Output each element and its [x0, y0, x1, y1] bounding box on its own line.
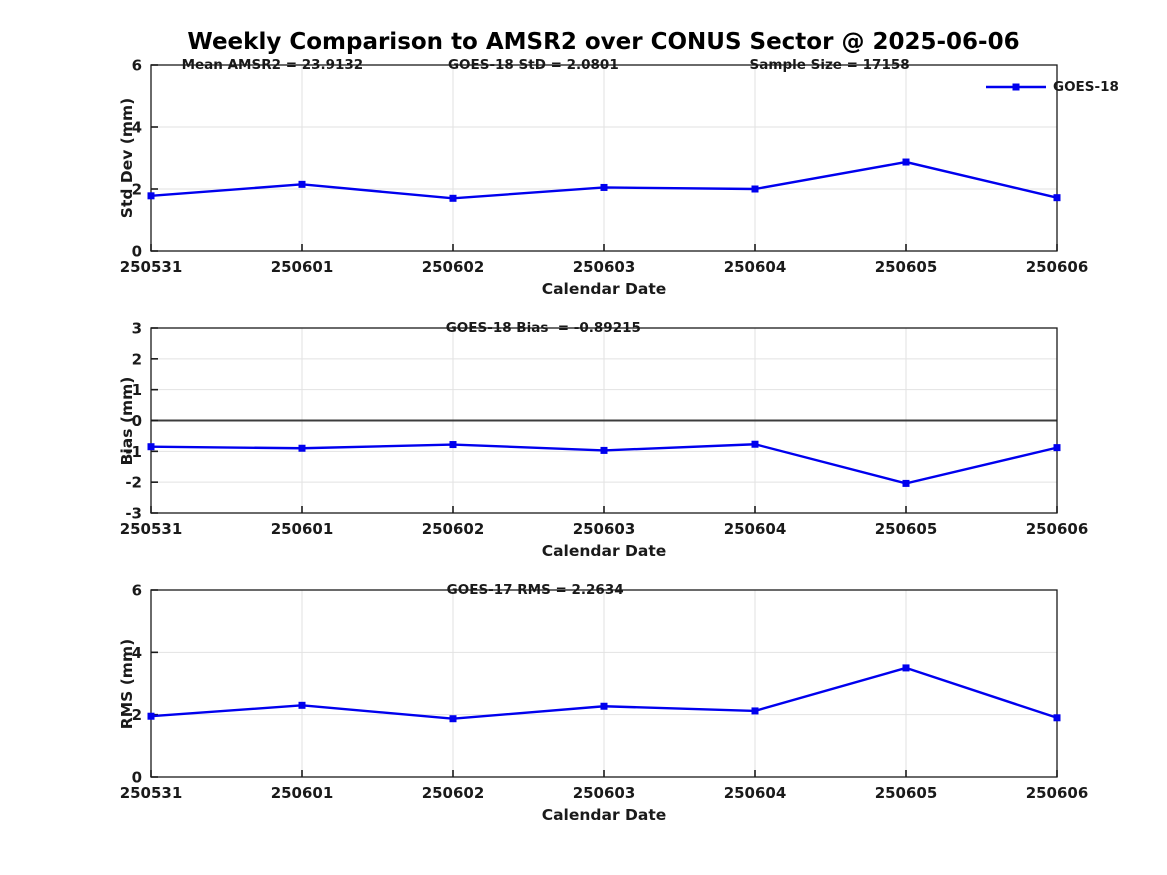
x-tick-label: 250601 — [271, 784, 334, 802]
x-tick-label: 250602 — [422, 258, 485, 276]
legend-line-marker-icon — [986, 83, 1046, 91]
x-tick-label: 250606 — [1026, 784, 1089, 802]
x-tick-label: 250603 — [573, 520, 636, 538]
x-tick-label: 250604 — [724, 784, 787, 802]
x-axis-label-calendar-date: Calendar Date — [541, 806, 667, 824]
x-tick-label: 250602 — [422, 520, 485, 538]
x-tick-label: 250606 — [1026, 520, 1089, 538]
x-tick-label: 250605 — [875, 258, 938, 276]
data-point-marker — [1053, 194, 1061, 202]
chart-annotation: GOES-18 Bias = -0.89215 — [445, 320, 641, 336]
y-tick-label: 2 — [132, 706, 142, 724]
y-tick-label: 1 — [132, 381, 142, 399]
data-point-marker — [449, 441, 457, 449]
y-tick-label: 0 — [132, 412, 142, 430]
y-tick-label: 4 — [132, 644, 142, 662]
chart-annotation: GOES-18 StD = 2.0801 — [447, 57, 619, 73]
y-tick-label: 6 — [132, 582, 142, 600]
x-tick-label: 250604 — [724, 520, 787, 538]
data-point-marker — [147, 712, 155, 720]
data-point-marker — [298, 444, 306, 452]
x-axis-label-calendar-date: Calendar Date — [541, 280, 667, 298]
x-tick-label: 250531 — [120, 258, 183, 276]
y-tick-label: 4 — [132, 119, 142, 137]
y-axis-label-rms: RMS (mm) — [118, 638, 136, 729]
data-point-marker — [751, 185, 759, 193]
figure-title: Weekly Comparison to AMSR2 over CONUS Se… — [187, 29, 1020, 55]
data-point-marker — [751, 440, 759, 448]
x-tick-label: 250603 — [573, 258, 636, 276]
y-tick-label: -1 — [125, 443, 142, 461]
y-tick-label: 2 — [132, 350, 142, 368]
x-tick-label: 250601 — [271, 520, 334, 538]
data-point-marker — [600, 702, 608, 710]
x-tick-label: 250602 — [422, 784, 485, 802]
x-tick-label: 250531 — [120, 784, 183, 802]
legend-label: GOES-18 — [1053, 79, 1119, 95]
data-point-marker — [1053, 444, 1061, 452]
chart-annotation: Mean AMSR2 = 23.9132 — [181, 57, 364, 73]
data-point-marker — [902, 479, 910, 487]
y-tick-label: -3 — [125, 505, 142, 523]
data-point-marker — [147, 192, 155, 200]
data-point-marker — [902, 158, 910, 166]
y-tick-label: 0 — [132, 243, 142, 261]
data-point-marker — [902, 664, 910, 672]
y-tick-label: 6 — [132, 57, 142, 75]
x-tick-label: 250603 — [573, 784, 636, 802]
data-point-marker — [449, 194, 457, 202]
y-tick-label: 0 — [132, 769, 142, 787]
y-tick-label: 3 — [132, 320, 142, 338]
data-point-marker — [600, 183, 608, 191]
legend: GOES-18 — [984, 79, 1119, 95]
data-point-marker — [751, 707, 759, 715]
x-tick-label: 250604 — [724, 258, 787, 276]
x-axis-label-calendar-date: Calendar Date — [541, 542, 667, 560]
x-tick-label: 250601 — [271, 258, 334, 276]
chart-annotation: GOES-17 RMS = 2.2634 — [446, 582, 624, 598]
chart-annotation: Sample Size = 17158 — [749, 57, 910, 73]
x-tick-label: 250606 — [1026, 258, 1089, 276]
data-point-marker — [147, 443, 155, 451]
x-tick-label: 250531 — [120, 520, 183, 538]
x-tick-label: 250605 — [875, 784, 938, 802]
y-tick-label: 2 — [132, 181, 142, 199]
data-point-marker — [449, 715, 457, 723]
y-tick-label: -2 — [125, 474, 142, 492]
data-point-marker — [1053, 714, 1061, 722]
data-point-marker — [298, 701, 306, 709]
x-tick-label: 250605 — [875, 520, 938, 538]
data-point-marker — [600, 446, 608, 454]
data-point-marker — [298, 180, 306, 188]
